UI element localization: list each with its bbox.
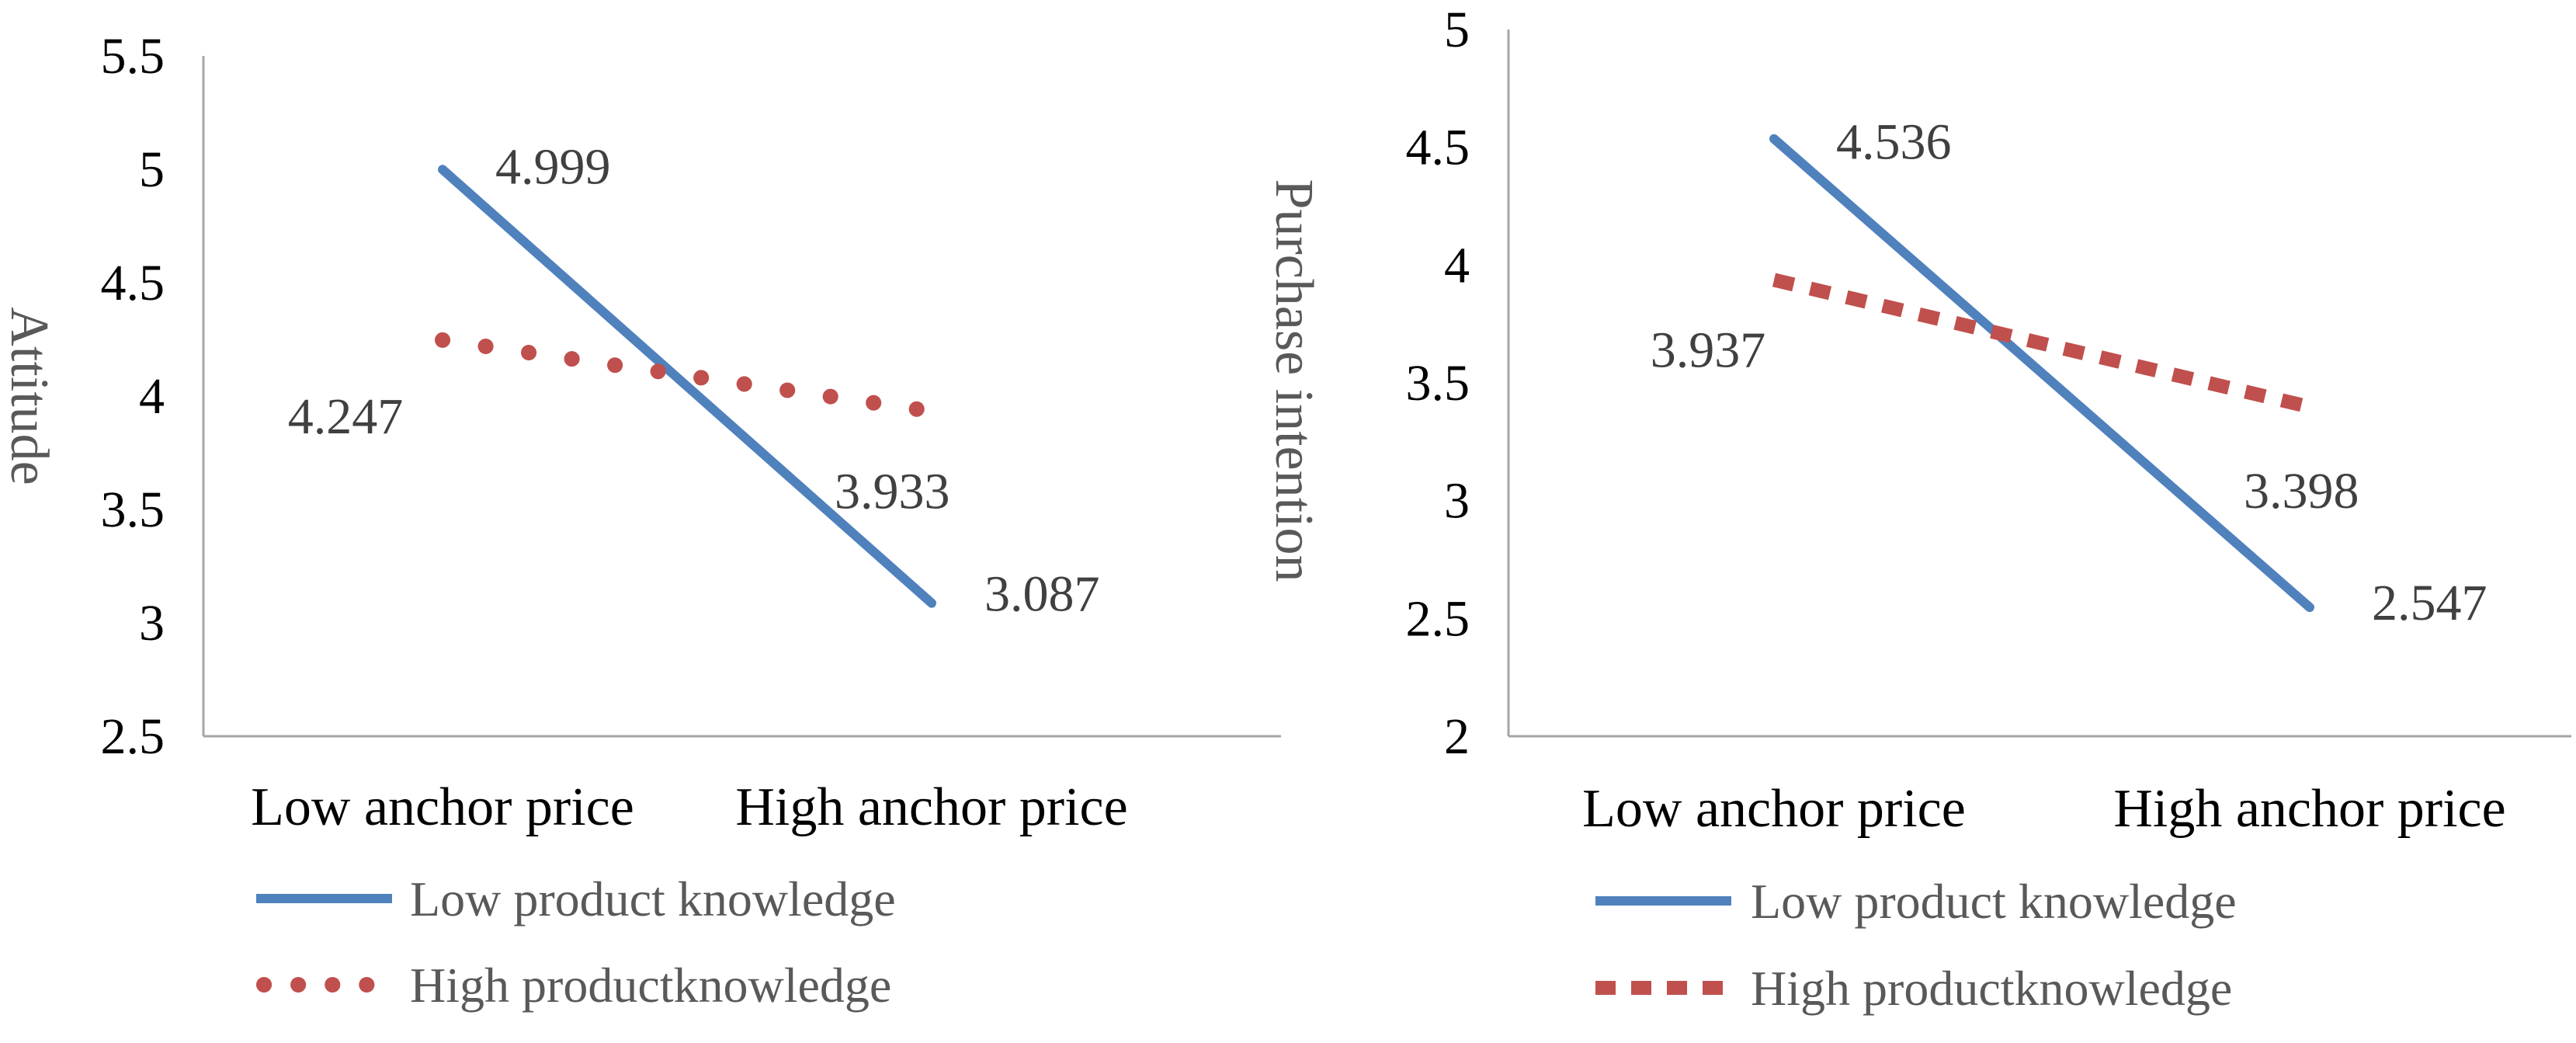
x-category-label: Low anchor price bbox=[1582, 779, 1966, 839]
data-label: 4.999 bbox=[495, 138, 611, 195]
data-label: 3.937 bbox=[1651, 322, 1766, 378]
y-tick-label: 3 bbox=[1444, 473, 1470, 530]
y-tick-label: 2.5 bbox=[1406, 590, 1470, 647]
legend-label: High productknowledge bbox=[410, 958, 891, 1013]
y-tick-label: 3 bbox=[139, 595, 165, 652]
y-tick-label: 5 bbox=[1444, 2, 1470, 58]
data-label: 3.087 bbox=[984, 566, 1100, 623]
data-label: 2.547 bbox=[2372, 575, 2487, 631]
y-axis-title: Purchase intention bbox=[1264, 179, 1324, 582]
series-line-high-product-knowledge bbox=[1772, 273, 2312, 414]
y-tick-label: 4.5 bbox=[101, 255, 165, 311]
legend-label: Low product knowledge bbox=[1751, 874, 2237, 929]
series-line-high-product-knowledge bbox=[435, 332, 939, 419]
data-label: 4.536 bbox=[1836, 114, 1952, 171]
x-category-label: High anchor price bbox=[735, 777, 1127, 837]
y-tick-label: 3.5 bbox=[101, 482, 165, 538]
attitude-chart: 2.5 3 3.5 4 4.5 5 5.5 Low anchor price High anch… bbox=[0, 28, 1281, 1013]
y-axis-title: Attitude bbox=[0, 307, 59, 485]
x-category-label: High anchor price bbox=[2113, 779, 2505, 839]
data-label: 3.933 bbox=[835, 464, 950, 520]
y-tick-label: 5.5 bbox=[101, 28, 165, 85]
y-tick-label: 4.5 bbox=[1406, 120, 1470, 176]
legend-label: High productknowledge bbox=[1751, 961, 2232, 1016]
y-tick-label: 5 bbox=[139, 141, 165, 198]
data-label: 3.398 bbox=[2244, 463, 2359, 520]
y-tick-label: 3.5 bbox=[1406, 355, 1470, 412]
purchase-intention-chart: 2 2.5 3 3.5 4 4.5 5 Low anchor price High anchor… bbox=[1264, 2, 2571, 1016]
y-tick-label: 4 bbox=[1444, 237, 1470, 294]
series-line-low-product-knowledge bbox=[1769, 134, 2314, 613]
data-label: 4.247 bbox=[288, 388, 404, 445]
series-line-low-product-knowledge bbox=[438, 165, 936, 608]
y-tick-label: 2 bbox=[1444, 708, 1470, 765]
legend-label: Low product knowledge bbox=[410, 871, 896, 927]
x-category-label: Low anchor price bbox=[251, 777, 634, 837]
y-tick-label: 2.5 bbox=[101, 708, 165, 765]
y-tick-label: 4 bbox=[139, 368, 165, 425]
